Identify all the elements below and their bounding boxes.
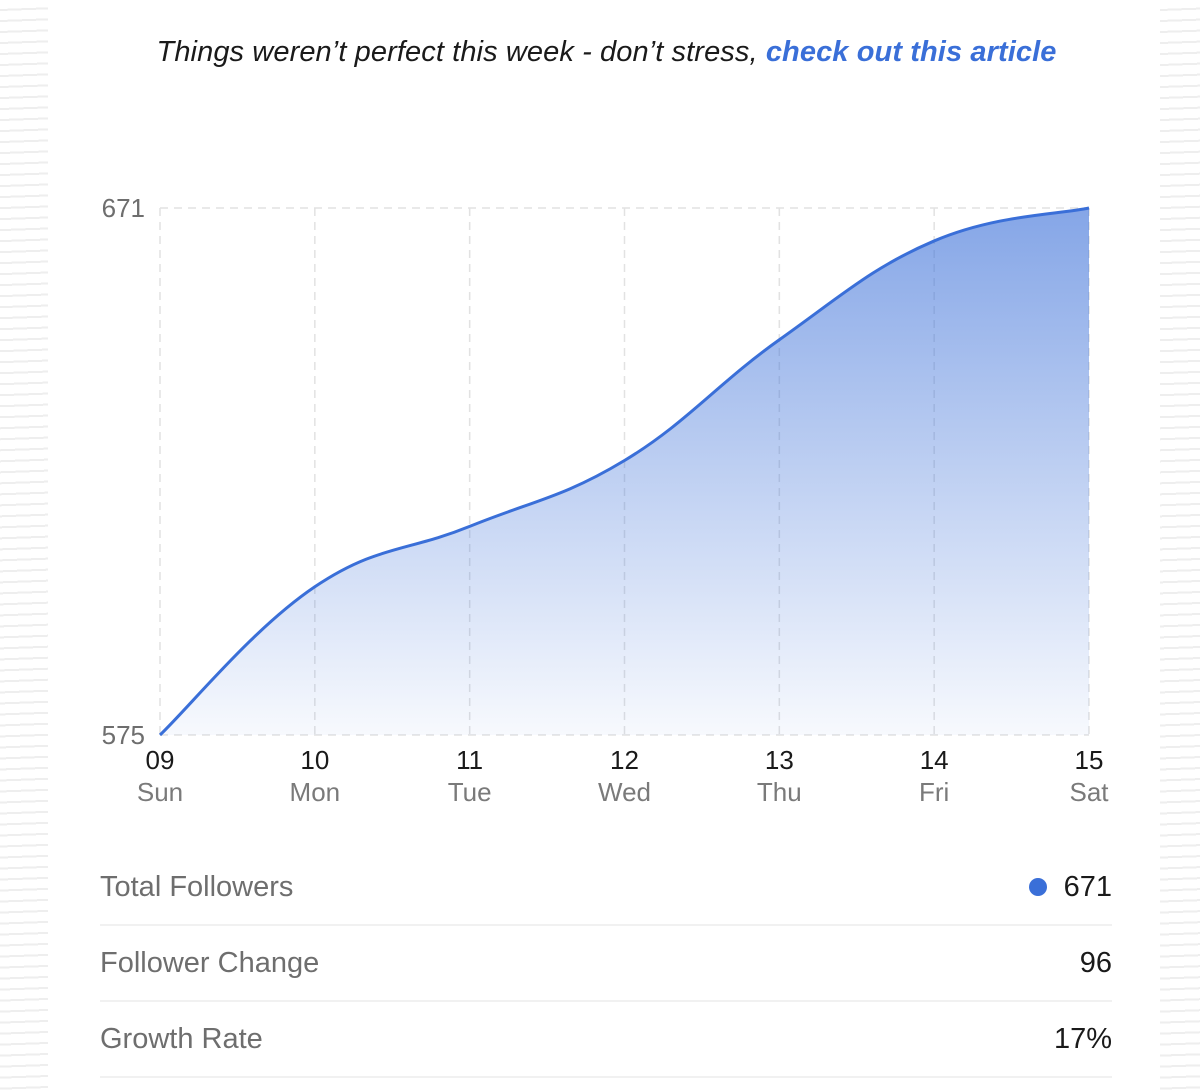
- stat-row-growth-rate: Growth Rate 17%: [100, 1002, 1112, 1078]
- x-tick-day: 13: [765, 745, 794, 775]
- x-tick-weekday: Wed: [598, 777, 651, 807]
- x-tick-day: 12: [610, 745, 639, 775]
- stat-row-follower-change: Follower Change 96: [100, 926, 1112, 1002]
- series-color-dot: [1028, 878, 1047, 896]
- stat-value: 17%: [1053, 1022, 1112, 1055]
- x-tick-day: 15: [1075, 745, 1104, 775]
- stat-label: Growth Rate: [100, 1022, 263, 1055]
- stat-value-text: 671: [1063, 870, 1112, 903]
- x-tick-day: 14: [920, 745, 949, 775]
- y-tick-label: 575: [102, 720, 145, 750]
- x-tick-day: 09: [146, 745, 175, 775]
- article-link[interactable]: check out this article: [765, 36, 1057, 68]
- stat-value: 671: [1028, 870, 1112, 904]
- x-tick-weekday: Sun: [137, 777, 183, 807]
- stat-label: Follower Change: [100, 946, 320, 979]
- stats-table: Total Followers 671 Follower Change 96 G…: [100, 850, 1112, 1078]
- x-tick-day: 11: [456, 745, 483, 775]
- headline-text: Things weren’t perfect this week - don’t…: [156, 36, 766, 68]
- x-tick-day: 10: [300, 745, 329, 775]
- x-tick-weekday: Sat: [1069, 777, 1109, 807]
- headline: Things weren’t perfect this week - don’t…: [0, 36, 1200, 69]
- stat-row-total-followers: Total Followers 671: [100, 850, 1112, 926]
- y-tick-label: 671: [102, 193, 145, 223]
- x-tick-weekday: Mon: [290, 777, 341, 807]
- x-tick-weekday: Fri: [919, 777, 949, 807]
- y-axis-ticks: 671 575: [102, 193, 145, 750]
- decorative-left-strip: [0, 0, 48, 1090]
- x-tick-weekday: Tue: [448, 777, 492, 807]
- stat-value: 96: [1079, 946, 1112, 979]
- decorative-right-strip: [1160, 0, 1200, 1090]
- x-tick-weekday: Thu: [757, 777, 802, 807]
- series-line: [158, 206, 1090, 737]
- series-area: [160, 208, 1089, 735]
- stat-label: Total Followers: [100, 870, 294, 903]
